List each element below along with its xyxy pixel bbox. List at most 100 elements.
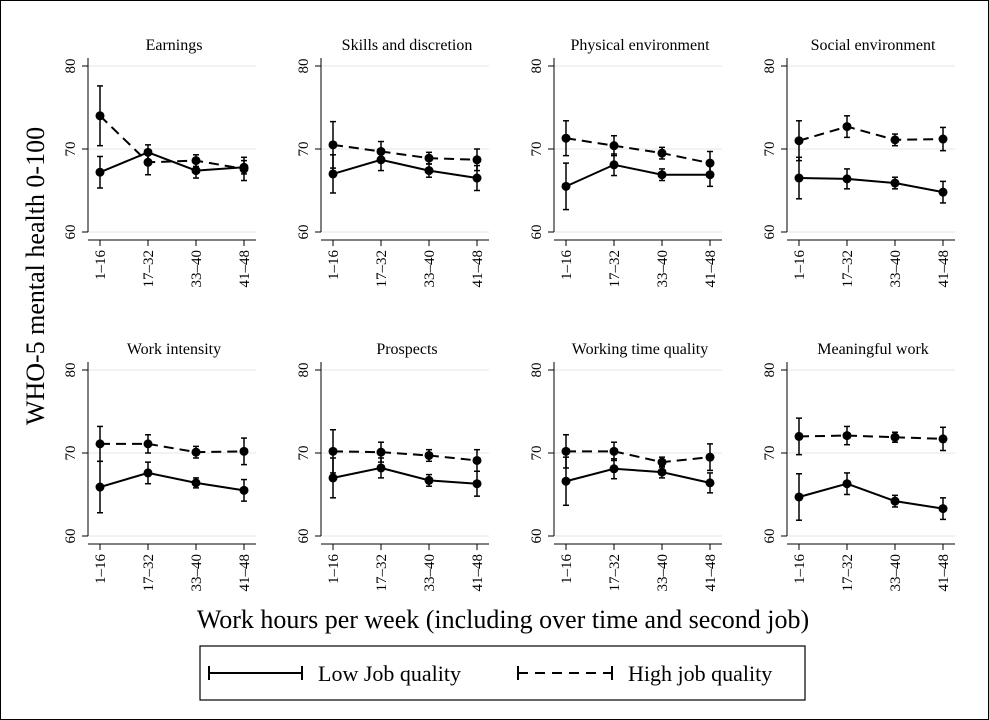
series-high-job-quality bbox=[561, 433, 715, 472]
data-point bbox=[842, 431, 852, 441]
x-tick-label: 33–40 bbox=[189, 250, 205, 288]
legend-high-label: High job quality bbox=[628, 661, 772, 686]
x-tick-label: 1–16 bbox=[792, 554, 808, 585]
chart-panel: Skills and discretion 60 70 80 1–16 17–32 33–4… bbox=[296, 37, 489, 288]
data-point bbox=[424, 450, 434, 460]
x-tick-label: 41–48 bbox=[470, 250, 486, 288]
data-point bbox=[842, 174, 852, 184]
series-line bbox=[100, 442, 245, 454]
x-tick-label: 17–32 bbox=[141, 250, 157, 288]
series-high-job-quality bbox=[328, 429, 482, 474]
series-line bbox=[332, 450, 478, 462]
panel-title: Physical environment bbox=[570, 37, 710, 54]
x-tick-label: 33–40 bbox=[888, 250, 904, 288]
data-point bbox=[239, 164, 249, 174]
series-line bbox=[565, 137, 711, 165]
data-point bbox=[890, 496, 900, 506]
data-point bbox=[143, 157, 153, 167]
x-tick-label: 17–32 bbox=[374, 250, 390, 288]
data-point bbox=[657, 467, 667, 477]
data-point bbox=[376, 146, 386, 156]
data-point bbox=[705, 452, 715, 462]
y-tick-label: 80 bbox=[296, 363, 312, 378]
series-line bbox=[99, 151, 245, 174]
y-tick-label: 60 bbox=[63, 225, 79, 240]
data-point bbox=[376, 447, 386, 457]
x-tick-label: 33–40 bbox=[888, 554, 904, 592]
x-tick-label: 17–32 bbox=[607, 250, 623, 288]
series-high-job-quality bbox=[328, 120, 482, 172]
data-point bbox=[95, 167, 105, 177]
data-point bbox=[609, 464, 619, 474]
data-point bbox=[472, 155, 482, 165]
y-tick-label: 70 bbox=[63, 446, 79, 461]
y-tick-label: 80 bbox=[529, 59, 545, 74]
legend-low-key bbox=[208, 666, 303, 680]
data-point bbox=[328, 169, 338, 179]
x-tick-label: 33–40 bbox=[189, 554, 205, 592]
data-point bbox=[890, 432, 900, 442]
y-tick-label: 60 bbox=[529, 225, 545, 240]
series-line bbox=[565, 467, 711, 484]
y-tick-label: 80 bbox=[63, 363, 79, 378]
series-line bbox=[332, 143, 478, 161]
chart-panel: Social environment 60 70 80 1–16 17–32 33–40 41… bbox=[762, 37, 955, 288]
data-point bbox=[705, 158, 715, 168]
data-point bbox=[657, 148, 667, 158]
y-axis-label: WHO-5 mental health 0-100 bbox=[21, 127, 50, 425]
chart-panel: Meaningful work 60 70 80 1–16 17–32 33–40 41–48 bbox=[762, 341, 955, 592]
data-point bbox=[609, 141, 619, 151]
series-low-job-quality bbox=[95, 460, 249, 514]
data-point bbox=[657, 170, 667, 180]
y-tick-label: 60 bbox=[296, 529, 312, 544]
y-tick-label: 60 bbox=[529, 529, 545, 544]
series-high-job-quality bbox=[95, 425, 249, 466]
series-low-job-quality bbox=[561, 153, 715, 211]
x-tick-label: 1–16 bbox=[93, 250, 109, 281]
data-point bbox=[328, 446, 338, 456]
y-tick-label: 80 bbox=[529, 363, 545, 378]
x-tick-label: 41–48 bbox=[936, 554, 952, 592]
data-point bbox=[472, 479, 482, 489]
data-point bbox=[328, 473, 338, 483]
x-tick-label: 41–48 bbox=[703, 554, 719, 592]
data-point bbox=[328, 140, 338, 150]
chart-panel: Working time quality 60 70 80 1–16 17–32 33–40… bbox=[529, 341, 722, 592]
data-point bbox=[561, 133, 571, 143]
x-tick-label: 41–48 bbox=[237, 554, 253, 592]
series-high-job-quality bbox=[95, 85, 249, 182]
data-point bbox=[609, 446, 619, 456]
x-tick-label: 1–16 bbox=[326, 250, 342, 281]
chart-panel: Earnings 60 70 80 1–16 17–32 33–40 41–48 bbox=[63, 37, 256, 288]
series-low-job-quality bbox=[794, 472, 948, 521]
y-tick-label: 80 bbox=[296, 59, 312, 74]
x-tick-label: 17–32 bbox=[607, 554, 623, 592]
x-tick-label: 33–40 bbox=[655, 554, 671, 592]
series-line bbox=[798, 434, 944, 440]
y-tick-label: 60 bbox=[762, 225, 778, 240]
data-point bbox=[890, 135, 900, 145]
x-axis-label: Work hours per week (including over time… bbox=[197, 605, 809, 634]
x-tick-label: 17–32 bbox=[840, 554, 856, 592]
y-tick-label: 70 bbox=[296, 142, 312, 157]
y-tick-label: 60 bbox=[296, 225, 312, 240]
data-point bbox=[794, 136, 804, 146]
panel-title: Working time quality bbox=[572, 341, 708, 358]
panel-title: Skills and discretion bbox=[342, 37, 473, 54]
data-point bbox=[424, 166, 434, 176]
y-tick-label: 70 bbox=[296, 446, 312, 461]
y-tick-label: 70 bbox=[529, 446, 545, 461]
data-point bbox=[609, 160, 619, 170]
series-line bbox=[99, 115, 245, 170]
chart-panel: Prospects 60 70 80 1–16 17–32 33–40 41–48 bbox=[296, 341, 489, 592]
x-tick-label: 41–48 bbox=[470, 554, 486, 592]
panel-title: Earnings bbox=[146, 37, 203, 54]
series-line bbox=[798, 482, 944, 510]
data-point bbox=[191, 447, 201, 457]
series-line bbox=[565, 163, 710, 188]
series-line bbox=[798, 177, 944, 194]
data-point bbox=[424, 475, 434, 485]
panel-title: Social environment bbox=[811, 37, 936, 54]
x-tick-label: 1–16 bbox=[559, 250, 575, 281]
